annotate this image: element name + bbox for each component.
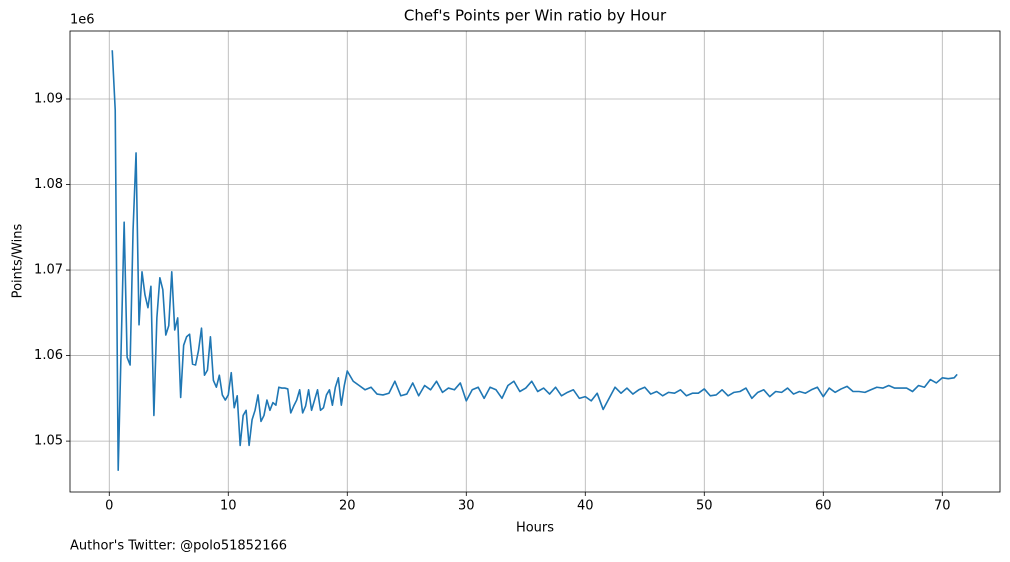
chart-title: Chef's Points per Win ratio by Hour xyxy=(404,7,667,25)
y-tick-label: 1.05 xyxy=(34,434,63,449)
x-tick-label: 70 xyxy=(934,499,951,514)
plot-frame xyxy=(69,30,1001,493)
y-axis-label: Points/Wins xyxy=(11,223,26,298)
x-tick-label: 40 xyxy=(577,499,594,514)
x-tick-label: 0 xyxy=(105,499,113,514)
footnote: Author's Twitter: @polo51852166 xyxy=(70,539,287,554)
y-tick-label: 1.08 xyxy=(34,177,63,192)
y-tick-label: 1.09 xyxy=(34,91,63,106)
x-tick-label: 60 xyxy=(815,499,832,514)
x-tick-label: 10 xyxy=(220,499,237,514)
x-axis-label: Hours xyxy=(516,521,554,536)
y-offset-label: 1e6 xyxy=(70,13,95,28)
x-tick-label: 20 xyxy=(339,499,356,514)
y-tick-label: 1.07 xyxy=(34,263,63,278)
data-line xyxy=(111,50,958,471)
y-tick-label: 1.06 xyxy=(34,348,63,363)
x-tick-label: 30 xyxy=(458,499,475,514)
x-tick-label: 50 xyxy=(696,499,713,514)
